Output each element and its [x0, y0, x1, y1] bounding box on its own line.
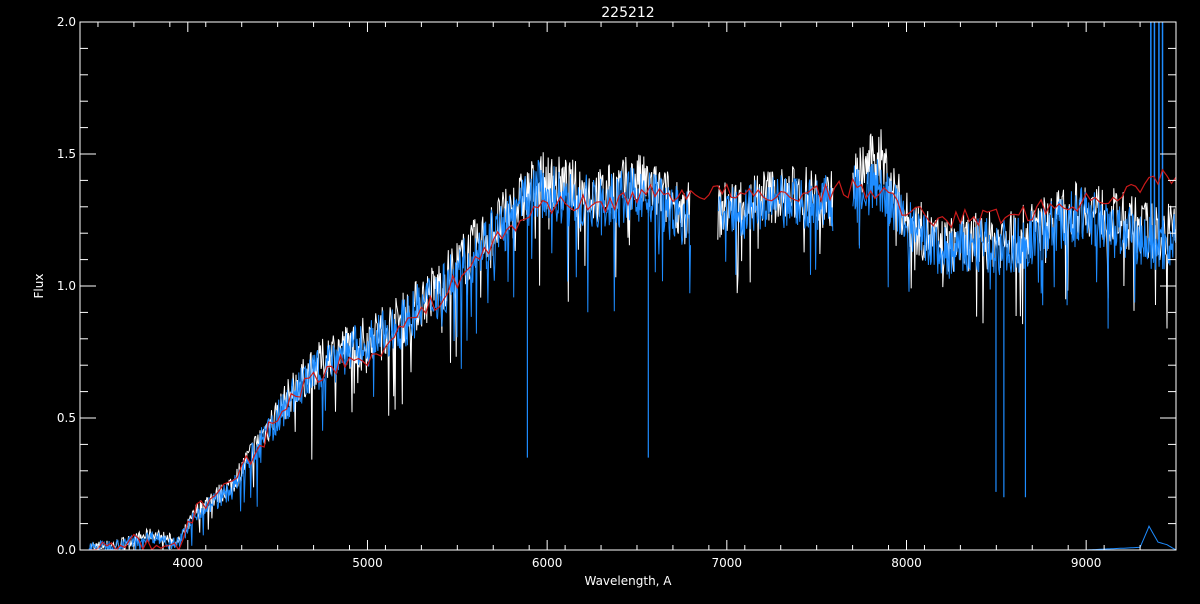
y-tick-label: 0.5 [57, 411, 76, 425]
x-tick-label: 6000 [532, 556, 563, 570]
y-tick-label: 0.0 [57, 543, 76, 557]
plot-area [88, 22, 1176, 550]
y-tick-label: 1.0 [57, 279, 76, 293]
x-tick-label: 8000 [891, 556, 922, 570]
x-tick-label: 9000 [1071, 556, 1102, 570]
y-axis-label: Flux [32, 274, 46, 299]
axis-labels: 4000 5000 6000 7000 8000 9000 0.0 0.5 1.0 1.5 2.0 [57, 15, 1102, 570]
x-tick-label: 5000 [352, 556, 383, 570]
series-2 [88, 168, 1176, 550]
y-tick-label: 2.0 [57, 15, 76, 29]
y-tick-label: 1.5 [57, 147, 76, 161]
x-axis-label: Wavelength, A [584, 574, 672, 588]
chart-title: 225212 [601, 5, 654, 21]
series-1 [88, 22, 1176, 550]
x-tick-label: 7000 [712, 556, 743, 570]
series-2-line [88, 168, 1176, 550]
x-tick-label: 4000 [173, 556, 204, 570]
series-1-line [88, 159, 1176, 550]
axis-ticks [80, 21, 1177, 551]
